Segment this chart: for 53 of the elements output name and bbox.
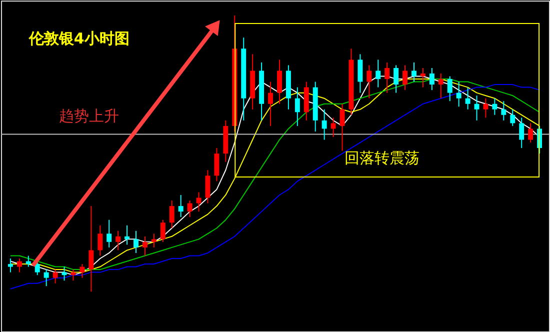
candlestick: [124, 224, 130, 246]
candlestick: [8, 258, 13, 273]
candlestick: [160, 219, 166, 242]
candlestick: [169, 200, 174, 229]
candlestick: [276, 59, 282, 104]
candlestick: [340, 103, 345, 152]
candlestick: [62, 266, 67, 282]
candlestick: [429, 67, 434, 91]
candlestick: [178, 194, 184, 218]
candlestick: [394, 64, 399, 94]
text: 伦敦银4小时图: [28, 29, 130, 48]
candlestick: [294, 86, 300, 126]
candlestick: [492, 98, 498, 116]
candlestick: [151, 233, 156, 248]
candlestick: [402, 64, 408, 91]
candlestick: [52, 269, 58, 284]
candlestick: [366, 64, 372, 99]
candlestick: [26, 255, 31, 268]
candlestick: [205, 170, 210, 204]
candlestick: [98, 224, 103, 256]
candlestick: [44, 269, 49, 287]
candlestick: [196, 192, 202, 212]
candlestick: [322, 108, 327, 140]
candlestick: [420, 67, 426, 88]
candlestick: [456, 81, 462, 108]
candlestick: [88, 206, 94, 292]
candlestick: [330, 117, 336, 138]
candlestick: [483, 98, 488, 118]
candlestick: [438, 73, 444, 99]
candlestick: [80, 264, 85, 278]
candlestick: [474, 95, 480, 121]
candlestick: [501, 100, 506, 121]
candlestick: [187, 200, 192, 218]
candlestick: [358, 54, 363, 94]
candlestick: [142, 236, 148, 256]
candlestick: [106, 219, 112, 248]
candlestick: [214, 148, 220, 182]
candlestick: [465, 86, 470, 110]
candlestick: [412, 62, 416, 82]
candlestick: [16, 258, 22, 273]
candlestick: [384, 62, 390, 94]
annotation: 趋势上升: [58, 107, 119, 126]
candlestick: [447, 76, 452, 102]
candlestick: [519, 117, 524, 149]
candlestick: [376, 59, 381, 88]
candlestick: [510, 108, 516, 126]
candlestick: [268, 81, 274, 126]
candlestick: [116, 230, 121, 251]
annotation: 回落转震荡: [344, 149, 420, 168]
candlestick: [134, 230, 138, 254]
candlestick: [70, 269, 76, 282]
candlestick: [34, 260, 40, 276]
candlestick: [528, 122, 534, 144]
